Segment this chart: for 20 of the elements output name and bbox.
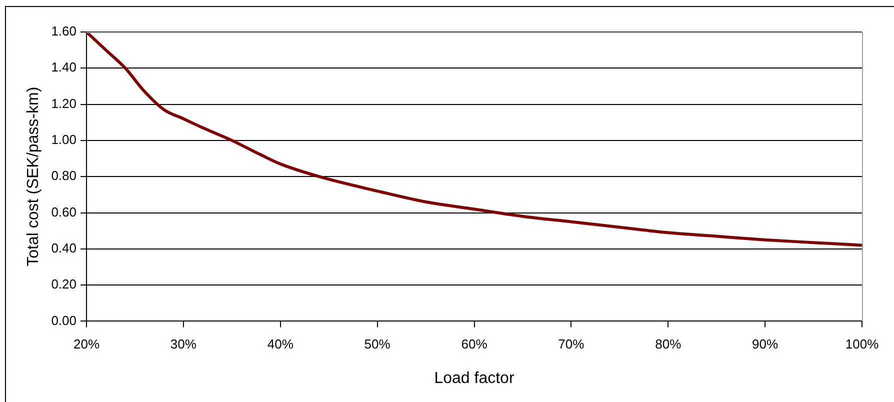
y-tick-label: 0.80 — [51, 168, 76, 184]
y-tick-label: 0.20 — [51, 276, 76, 292]
x-tick-label: 50% — [364, 336, 391, 352]
y-tick-label: 1.20 — [51, 96, 76, 111]
y-axis-title: Total cost (SEK/pass-km) — [25, 86, 42, 266]
y-tick-label: 1.40 — [51, 60, 76, 75]
x-tick-label: 40% — [267, 336, 294, 352]
x-tick-label: 30% — [170, 336, 197, 352]
x-axis-title: Load factor — [434, 370, 515, 387]
x-tick-label: 60% — [461, 336, 488, 352]
y-tick-label: 1.00 — [51, 132, 76, 148]
y-tick-label: 0.00 — [51, 312, 76, 328]
x-tick-label: 80% — [655, 336, 682, 352]
x-tick-label: 70% — [558, 336, 585, 352]
y-tick-label: 1.60 — [51, 24, 76, 39]
y-tick-label: 0.60 — [51, 204, 76, 220]
x-tick-label: 20% — [73, 336, 100, 352]
x-tick-label: 90% — [752, 336, 779, 352]
y-tick-label: 0.40 — [51, 240, 76, 256]
x-tick-label: 100% — [845, 336, 880, 352]
